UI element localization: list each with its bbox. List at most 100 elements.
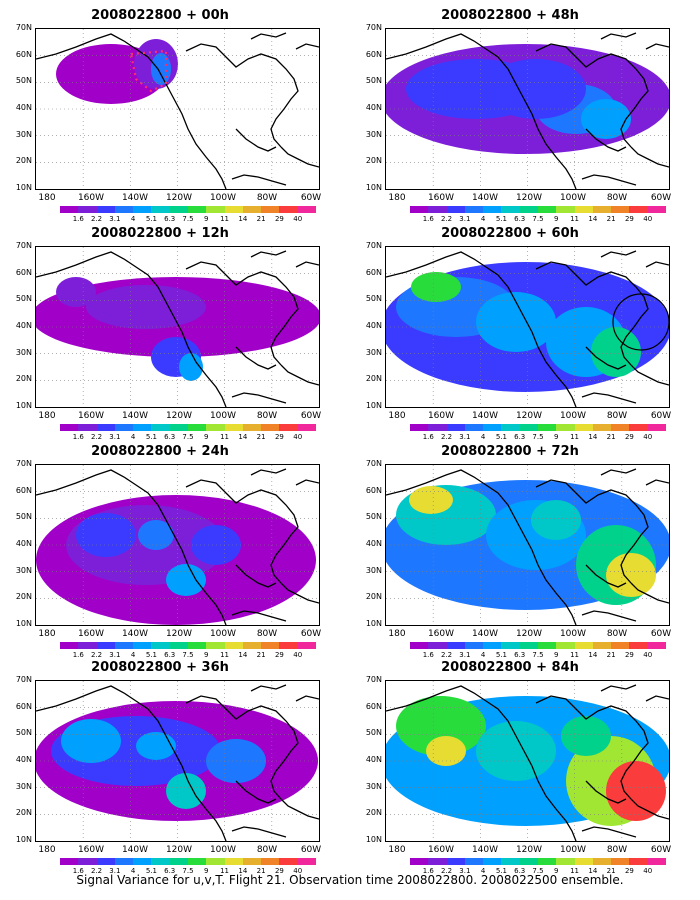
longitude-label: 80W: [606, 629, 628, 639]
colorbar-swatch: [592, 642, 612, 649]
colorbar-label: 3.1: [459, 433, 471, 441]
latitude-label: 50N: [15, 512, 32, 522]
latitude-label: 50N: [365, 512, 382, 522]
variance-contour: [396, 696, 486, 756]
colorbar-label: 3.1: [109, 651, 121, 659]
colorbar-swatch: [647, 858, 666, 865]
longitude-label: 60W: [650, 193, 672, 203]
colorbar-label: 7.5: [532, 867, 544, 875]
colorbar-label: 5.1: [145, 651, 157, 659]
colorbar-label: 9: [554, 867, 559, 875]
longitude-label: 100W: [559, 845, 587, 855]
variance-contour: [411, 272, 461, 302]
colorbar-label: 1.6: [72, 867, 84, 875]
colorbar-label: 4: [480, 433, 486, 441]
coastline: [36, 684, 319, 841]
colorbar-label: 3.1: [109, 867, 121, 875]
latitude-label: 70N: [15, 23, 32, 32]
variance-contour: [606, 553, 656, 597]
colorbar-swatch: [242, 858, 262, 865]
colorbar-swatch: [187, 206, 207, 213]
latitude-label: 60N: [15, 267, 32, 277]
latitude-label: 40N: [15, 103, 32, 112]
colorbar-label: 1.6: [72, 215, 84, 223]
map-canvas: [386, 247, 669, 407]
colorbar-label: 14: [588, 215, 598, 223]
latitude-label: 10N: [15, 183, 32, 192]
colorbar-label: 40: [293, 433, 303, 441]
longitude-label: 160W: [77, 411, 105, 421]
colorbar-label: 11: [220, 867, 230, 875]
coastline: [36, 250, 319, 407]
latitude-label: 50N: [15, 76, 32, 86]
longitude-label: 80W: [606, 411, 628, 421]
colorbar-swatch: [114, 858, 134, 865]
colorbar-swatch: [96, 424, 115, 431]
colorbar-label: 14: [588, 867, 598, 875]
colorbar-label: 7.5: [182, 215, 194, 223]
map-grid: [386, 29, 669, 189]
longitude-label: 120W: [165, 411, 193, 421]
longitude-label: 80W: [606, 845, 628, 855]
colorbar-swatch: [151, 858, 170, 865]
colorbar-label: 4: [480, 651, 486, 659]
colorbar-swatch: [114, 642, 134, 649]
variance-field: [36, 277, 319, 381]
longitude-label: 100W: [209, 629, 237, 639]
longitude-label: 160W: [427, 629, 455, 639]
colorbar-swatch: [60, 206, 79, 213]
colorbar-swatch: [410, 424, 429, 431]
colorbar-swatch: [78, 424, 97, 431]
colorbar-label: 4: [480, 215, 486, 223]
colorbar-swatch: [428, 206, 447, 213]
latitude-label: 20N: [365, 156, 382, 166]
colorbar-swatch: [96, 206, 115, 213]
colorbar: [60, 424, 316, 431]
variance-contour: [476, 292, 556, 352]
latitude-label: 40N: [365, 103, 382, 112]
colorbar-swatch: [279, 858, 298, 865]
variance-map: [385, 680, 670, 842]
coastline: [386, 250, 669, 407]
latitude-label: 30N: [15, 781, 32, 791]
colorbar-swatch: [78, 206, 97, 213]
colorbar-label: 11: [570, 215, 580, 223]
colorbar-label: 40: [643, 433, 653, 441]
highlight-circle: [612, 293, 669, 351]
colorbar-label: 5.1: [145, 433, 157, 441]
variance-map: [385, 464, 670, 626]
colorbar-label: 3.1: [109, 433, 121, 441]
colorbar-swatch: [224, 858, 243, 865]
panel-title: 2008022800 + 12h: [91, 226, 229, 241]
colorbar-label: 5.1: [495, 651, 507, 659]
latitude-label: 70N: [365, 241, 382, 250]
variance-map: [35, 246, 320, 408]
latitude-label: 70N: [15, 675, 32, 684]
longitude-label: 80W: [256, 411, 278, 421]
colorbar-label: 14: [238, 433, 248, 441]
colorbar-swatch: [206, 206, 225, 213]
latitude-label: 60N: [365, 701, 382, 711]
panel-title: 2008022800 + 84h: [441, 660, 579, 675]
colorbar-swatch: [446, 206, 465, 213]
latitude-label: 40N: [365, 755, 382, 764]
colorbar-swatch: [410, 206, 429, 213]
colorbar-swatch: [647, 424, 666, 431]
longitude-label: 60W: [650, 629, 672, 639]
longitude-label: 100W: [559, 629, 587, 639]
colorbar-label: 9: [204, 867, 209, 875]
colorbar-swatch: [483, 206, 502, 213]
longitude-label: 120W: [165, 845, 193, 855]
variance-contour: [138, 520, 174, 550]
variance-contour: [486, 59, 586, 119]
map-panel-60h: 2008022800 + 60h 70N 60N 50N 40N 30N 20N 10N 18…: [350, 226, 671, 444]
longitude-label: 60W: [300, 629, 322, 639]
colorbar-swatch: [519, 858, 538, 865]
colorbar-label: 6.3: [164, 433, 176, 441]
latitude-label: 70N: [365, 23, 382, 32]
latitude-label: 70N: [15, 459, 32, 468]
map-panel-24h: 2008022800 + 24h 70N 60N 50N 40N 30N 20N 10N 18…: [0, 444, 321, 662]
colorbar-swatch: [78, 642, 97, 649]
colorbar-label: 14: [588, 651, 598, 659]
colorbar-swatch: [501, 642, 520, 649]
